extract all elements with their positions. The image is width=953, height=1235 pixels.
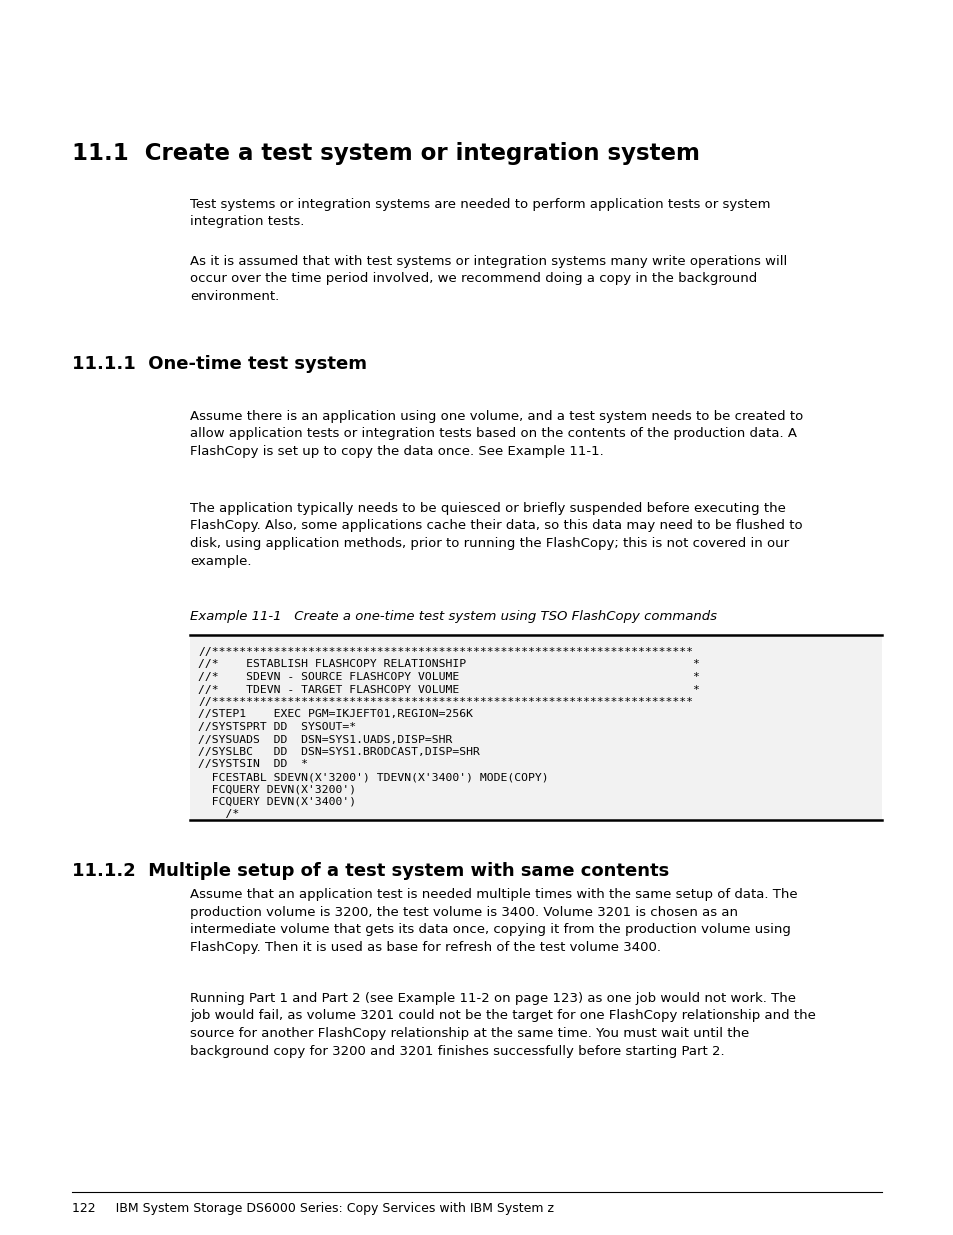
- Text: //*    SDEVN - SOURCE FLASHCOPY VOLUME                                  *: //* SDEVN - SOURCE FLASHCOPY VOLUME *: [198, 672, 700, 682]
- Text: //*    ESTABLISH FLASHCOPY RELATIONSHIP                                 *: //* ESTABLISH FLASHCOPY RELATIONSHIP *: [198, 659, 700, 669]
- Text: As it is assumed that with test systems or integration systems many write operat: As it is assumed that with test systems …: [190, 254, 786, 303]
- Text: Running Part 1 and Part 2 (see Example 11-2 on page 123) as one job would not wo: Running Part 1 and Part 2 (see Example 1…: [190, 992, 815, 1057]
- Text: //SYSTSIN  DD  *: //SYSTSIN DD *: [198, 760, 308, 769]
- Text: //*    TDEVN - TARGET FLASHCOPY VOLUME                                  *: //* TDEVN - TARGET FLASHCOPY VOLUME *: [198, 684, 700, 694]
- Text: //SYSUADS  DD  DSN=SYS1.UADS,DISP=SHR: //SYSUADS DD DSN=SYS1.UADS,DISP=SHR: [198, 735, 452, 745]
- Text: //STEP1    EXEC PGM=IKJEFT01,REGION=256K: //STEP1 EXEC PGM=IKJEFT01,REGION=256K: [198, 709, 473, 720]
- Text: //SYSLBC   DD  DSN=SYS1.BRODCAST,DISP=SHR: //SYSLBC DD DSN=SYS1.BRODCAST,DISP=SHR: [198, 747, 479, 757]
- Text: Example 11-1   Create a one-time test system using TSO FlashCopy commands: Example 11-1 Create a one-time test syst…: [190, 610, 717, 622]
- Text: 11.1  Create a test system or integration system: 11.1 Create a test system or integration…: [71, 142, 700, 165]
- Text: Assume that an application test is needed multiple times with the same setup of : Assume that an application test is neede…: [190, 888, 797, 953]
- Text: Assume there is an application using one volume, and a test system needs to be c: Assume there is an application using one…: [190, 410, 802, 458]
- Text: FCQUERY DEVN(X'3400'): FCQUERY DEVN(X'3400'): [198, 797, 355, 806]
- Text: 122     IBM System Storage DS6000 Series: Copy Services with IBM System z: 122 IBM System Storage DS6000 Series: Co…: [71, 1202, 554, 1215]
- Text: //SYSTSPRT DD  SYSOUT=*: //SYSTSPRT DD SYSOUT=*: [198, 722, 355, 732]
- Text: 11.1.1  One-time test system: 11.1.1 One-time test system: [71, 354, 367, 373]
- Text: FCQUERY DEVN(X'3200'): FCQUERY DEVN(X'3200'): [198, 784, 355, 794]
- Text: //**********************************************************************: //**************************************…: [198, 647, 692, 657]
- Text: FCESTABL SDEVN(X'3200') TDEVN(X'3400') MODE(COPY): FCESTABL SDEVN(X'3200') TDEVN(X'3400') M…: [198, 772, 548, 782]
- Text: The application typically needs to be quiesced or briefly suspended before execu: The application typically needs to be qu…: [190, 501, 801, 568]
- Text: 11.1.2  Multiple setup of a test system with same contents: 11.1.2 Multiple setup of a test system w…: [71, 862, 669, 881]
- Text: /*: /*: [198, 809, 239, 820]
- Bar: [190, 635, 882, 820]
- Text: //**********************************************************************: //**************************************…: [198, 697, 692, 706]
- Text: Test systems or integration systems are needed to perform application tests or s: Test systems or integration systems are …: [190, 198, 770, 228]
